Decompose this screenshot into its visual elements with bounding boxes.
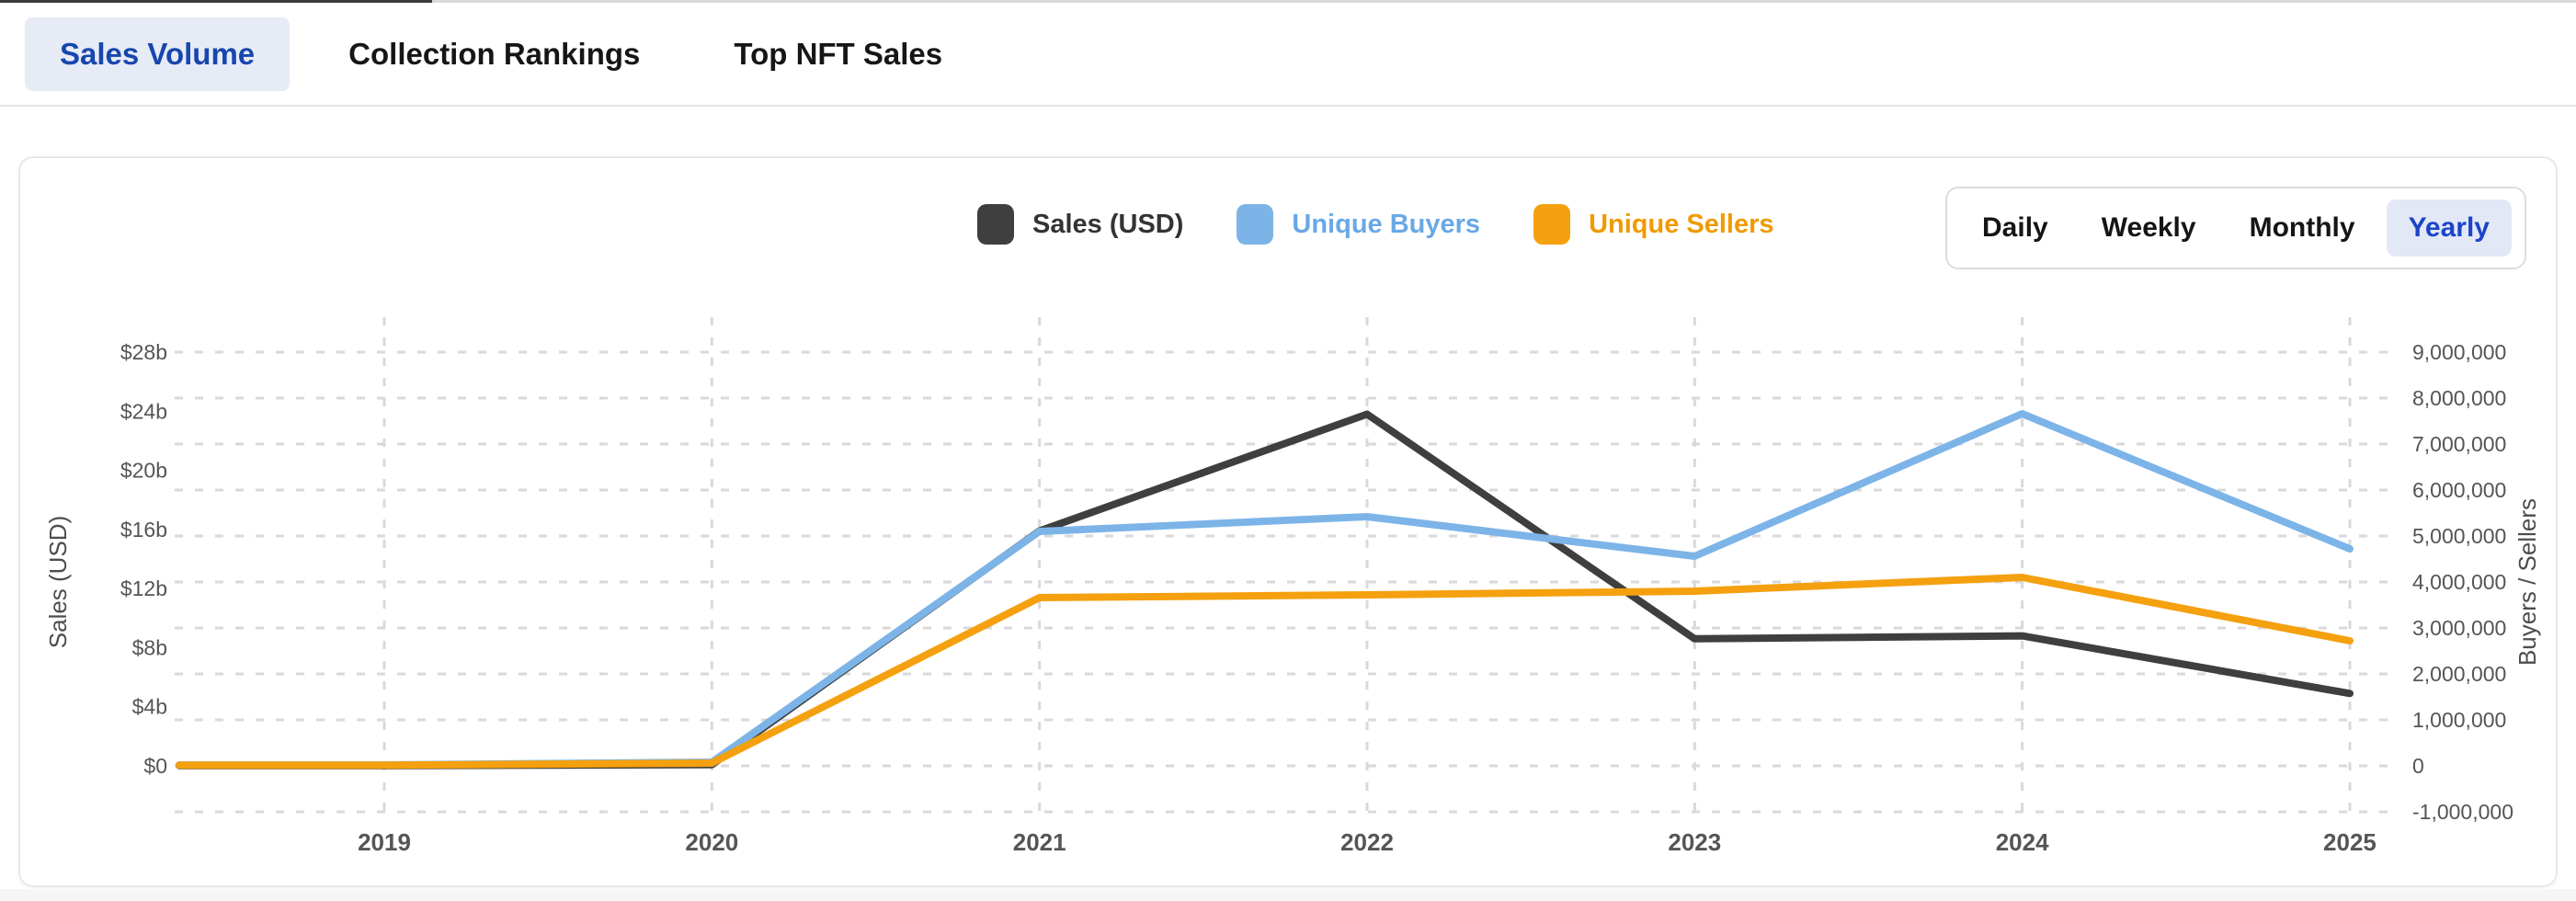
tab-collection-rankings[interactable]: Collection Rankings (348, 36, 641, 71)
period-button-yearly[interactable]: Yearly (2386, 200, 2512, 257)
tab-bar: Sales Volume Collection Rankings Top NFT S… (0, 3, 2576, 107)
page-top-border-dark-segment (0, 0, 432, 3)
x-axis-tick-label: 2024 (1996, 828, 2049, 856)
legend-label: Sales (USD) (1032, 209, 1184, 239)
period-button-weekly[interactable]: Weekly (2080, 200, 2218, 257)
legend-item-unique-sellers[interactable]: Unique Sellers (1533, 204, 1774, 245)
period-button-monthly[interactable]: Monthly (2228, 200, 2377, 257)
left-axis-tick-label: $16b (120, 518, 167, 542)
left-axis-tick-label: $28b (120, 340, 167, 364)
tab-sales-volume[interactable]: Sales Volume (25, 17, 291, 91)
left-axis-tick-label: $12b (120, 576, 167, 600)
series-line-unique-sellers (176, 574, 2354, 770)
legend-label: Unique Buyers (1292, 209, 1481, 239)
period-button-daily[interactable]: Daily (1960, 200, 2070, 257)
x-axis-tick-label: 2020 (685, 828, 738, 856)
legend-item-unique-buyers[interactable]: Unique Buyers (1237, 204, 1480, 245)
right-axis-tick-label: 4,000,000 (2412, 570, 2506, 594)
x-axis-tick-label: 2025 (2323, 828, 2377, 856)
left-axis-tick-label: $0 (143, 754, 167, 778)
right-axis-tick-label: 0 (2412, 754, 2424, 778)
tab-top-nft-sales[interactable]: Top NFT Sales (734, 36, 943, 71)
page-background-strip (0, 889, 2576, 901)
right-axis-title: Buyers / Sellers (2513, 498, 2541, 666)
right-axis-tick-label: 3,000,000 (2412, 616, 2506, 640)
period-toggle-group: Daily Weekly Monthly Yearly (1945, 187, 2526, 269)
x-axis-tick-label: 2022 (1340, 828, 1394, 856)
right-axis-tick-label: 1,000,000 (2412, 708, 2506, 732)
legend-item-sales-usd-[interactable]: Sales (USD) (977, 204, 1183, 245)
right-axis-tick-label: 5,000,000 (2412, 524, 2506, 548)
x-axis-tick-label: 2023 (1668, 828, 1721, 856)
series-line-sales-usd- (176, 410, 2354, 770)
left-axis-tick-label: $20b (120, 459, 167, 483)
left-axis-title: Sales (USD) (44, 516, 72, 648)
x-axis-tick-label: 2019 (358, 828, 411, 856)
right-axis-tick-label: 9,000,000 (2412, 340, 2506, 364)
right-axis-tick-label: 8,000,000 (2412, 386, 2506, 410)
series-line-unique-buyers (176, 410, 2354, 769)
left-axis-tick-label: $4b (132, 695, 167, 719)
right-axis-tick-label: 6,000,000 (2412, 478, 2506, 502)
x-axis-tick-label: 2021 (1013, 828, 1066, 856)
page-top-border (0, 0, 2576, 3)
legend-swatch-icon (977, 204, 1014, 245)
right-axis-tick-label: 2,000,000 (2412, 662, 2506, 686)
legend-label: Unique Sellers (1589, 209, 1774, 239)
legend-swatch-icon (1237, 204, 1274, 245)
right-axis-tick-label: -1,000,000 (2412, 800, 2513, 824)
left-axis-tick-label: $8b (132, 635, 167, 659)
legend-swatch-icon (1533, 204, 1571, 245)
right-axis-tick-label: 7,000,000 (2412, 432, 2506, 456)
left-axis-tick-label: $24b (120, 399, 167, 423)
chart-legend: Sales (USD) Unique Buyers Unique Sellers (977, 204, 1774, 245)
